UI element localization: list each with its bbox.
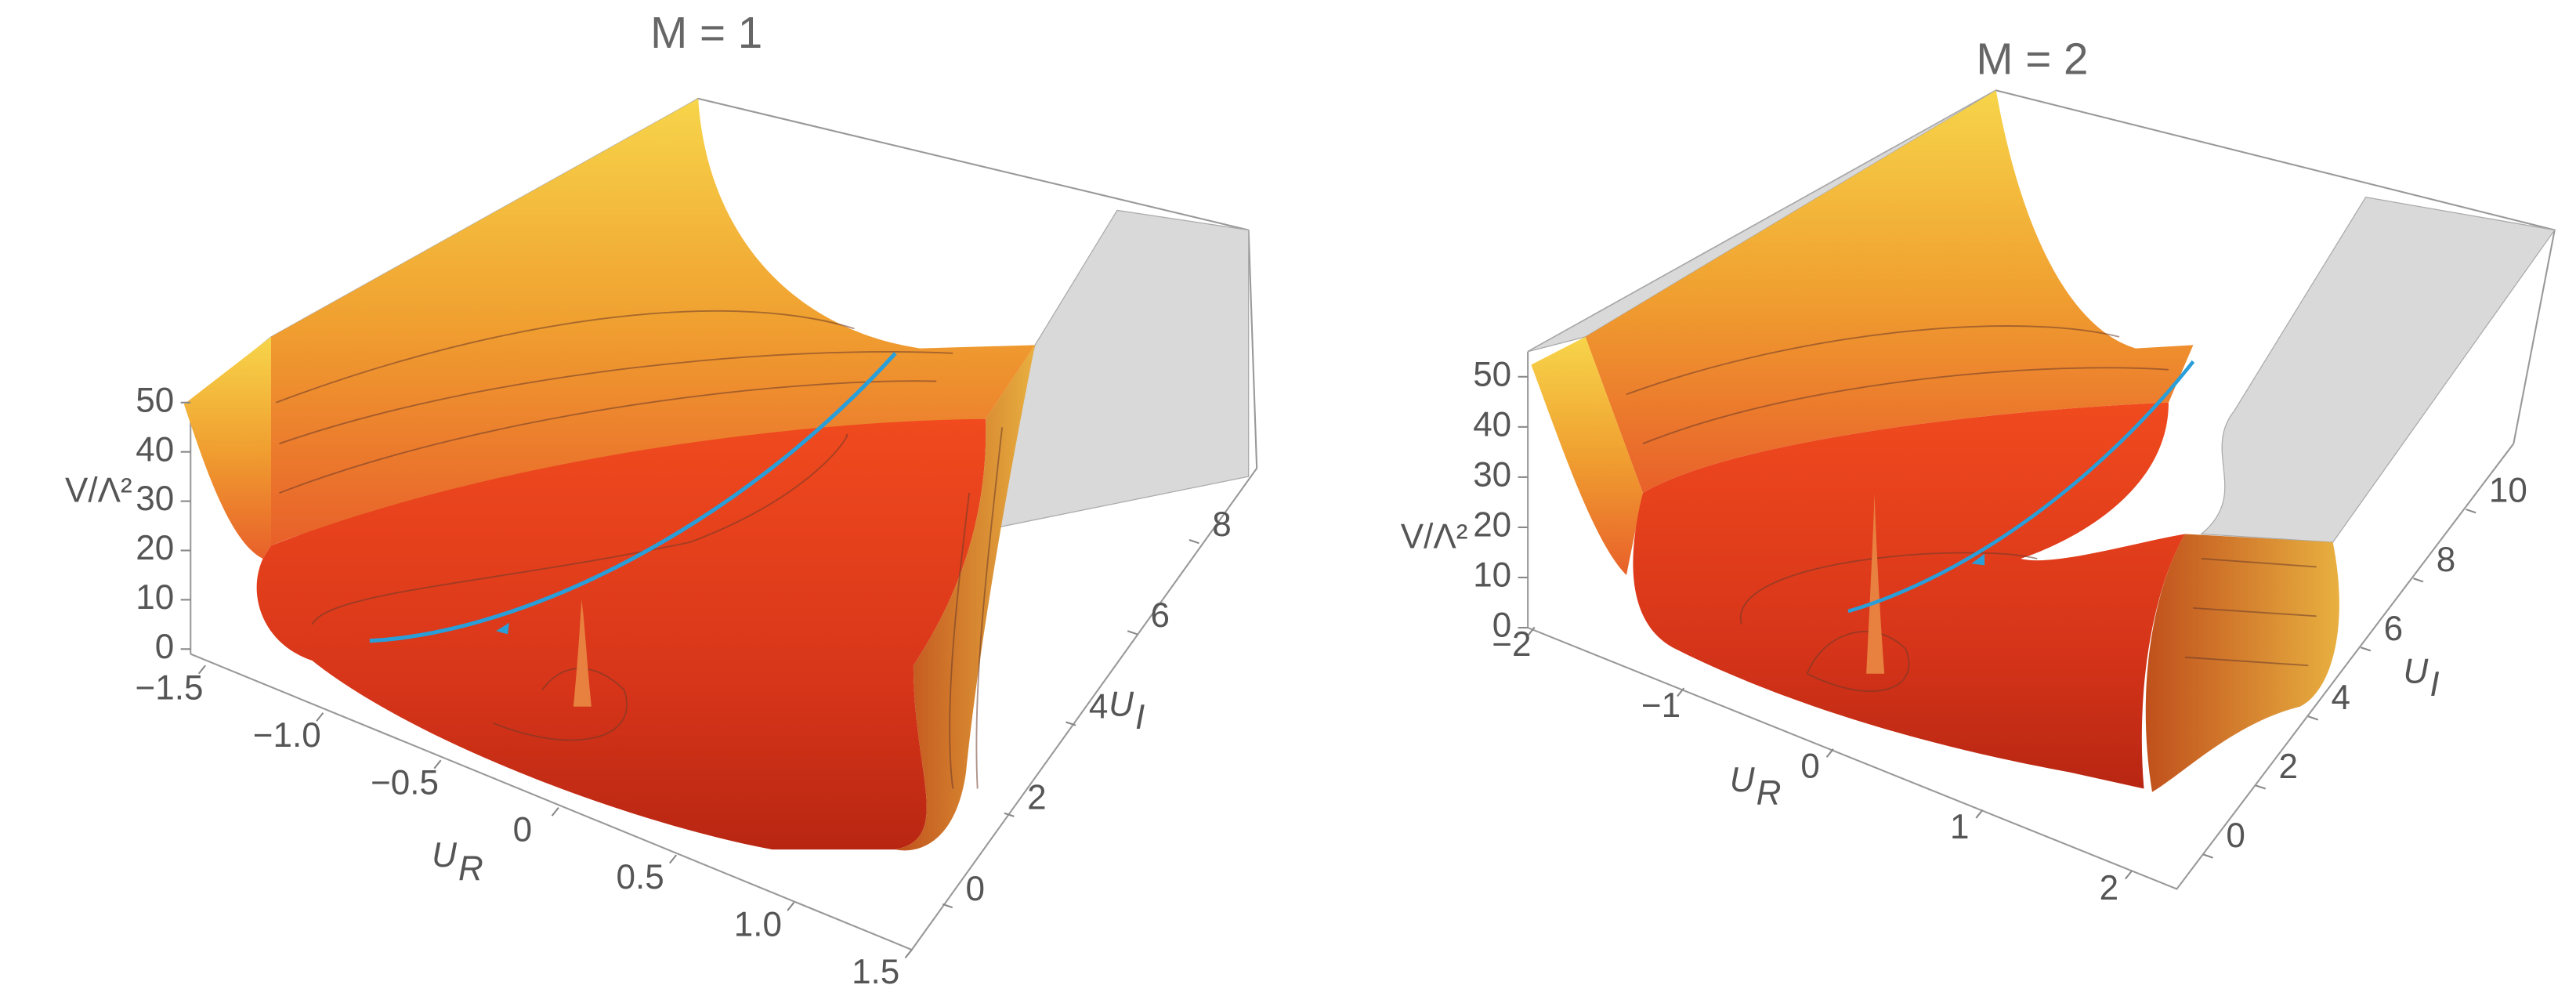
x-tick-mark	[1825, 748, 1834, 758]
z-tick-label: 50	[136, 381, 174, 419]
x-tick-label: −1.0	[253, 716, 321, 755]
y-tick-label: 6	[1151, 596, 1170, 635]
chart-title: M = 2	[1976, 34, 2088, 84]
z-tick-label: 10	[1473, 556, 1511, 595]
z-tick-label: 0	[155, 628, 174, 666]
x-tick-mark	[1527, 626, 1536, 636]
y-tick-mark	[1004, 812, 1015, 817]
z-tick-label: 30	[136, 480, 174, 518]
y-tick-label: 8	[2437, 541, 2455, 579]
x-tick-label: 0	[513, 811, 532, 849]
y-tick-label: 8	[1212, 505, 1231, 544]
z-tick-label: 20	[136, 529, 174, 567]
y-tick-label: 0	[2226, 817, 2245, 855]
y-tick-label: 10	[2489, 472, 2527, 510]
surface	[183, 97, 1258, 951]
y-tick-mark	[2360, 646, 2372, 652]
x-tick-mark	[669, 854, 678, 864]
y-axis-label-subscript: I	[2429, 665, 2439, 704]
z-axis-label: V/Λ²	[1401, 517, 1468, 556]
z-axis-label: V/Λ²	[65, 472, 132, 510]
x-axis-label-subscript: R	[458, 849, 483, 888]
y-tick-mark	[1065, 721, 1076, 726]
y-tick-mark	[1189, 539, 1199, 545]
x-tick-mark	[551, 807, 559, 817]
x-tick-label: −0.5	[371, 763, 439, 802]
x-tick-label: −2	[1492, 625, 1531, 664]
x-tick-label: 1.5	[852, 953, 899, 991]
x-tick-label: 2	[2100, 869, 2118, 907]
z-tick-label: 10	[136, 578, 174, 617]
y-tick-mark	[1127, 630, 1138, 635]
z-tick-label: 0	[1492, 607, 1511, 645]
y-tick-label: 2	[1027, 779, 1046, 817]
y-tick-mark	[942, 903, 953, 909]
x-axis-label: U	[432, 836, 457, 874]
x-tick-mark	[1975, 809, 1984, 819]
y-tick-mark	[2202, 853, 2213, 859]
x-tick-label: −1.5	[136, 668, 204, 707]
x-tick-mark	[1677, 687, 1685, 697]
y-axis-label: U	[1109, 685, 1134, 723]
z-tick-label: 30	[1473, 456, 1511, 494]
x-tick-mark	[2125, 870, 2133, 880]
chart-title: M = 1	[650, 8, 762, 57]
x-tick-mark	[433, 759, 442, 769]
x-tick-label: 0	[1800, 748, 1819, 786]
z-tick-label: 40	[1473, 405, 1511, 444]
z-tick-label: 50	[1473, 355, 1511, 393]
x-tick-mark	[787, 901, 795, 911]
x-axis-label-subscript: R	[1757, 774, 1782, 813]
x-tick-mark	[904, 949, 913, 959]
x-tick-mark	[316, 712, 324, 722]
y-tick-mark	[2466, 509, 2477, 514]
z-tick-label: 20	[1473, 506, 1511, 545]
y-tick-label: 2	[2278, 748, 2297, 786]
surface	[1527, 89, 2556, 890]
y-tick-label: 4	[1089, 687, 1108, 726]
y-tick-label: 4	[2332, 679, 2350, 717]
y-tick-mark	[2413, 578, 2424, 583]
x-tick-label: 0.5	[617, 858, 664, 896]
x-axis-label: U	[1730, 761, 1755, 799]
y-tick-mark	[2307, 715, 2319, 721]
x-tick-mark	[197, 664, 206, 675]
z-tick-label: 40	[136, 430, 174, 469]
y-tick-mark	[2255, 784, 2267, 790]
y-tick-label: 6	[2384, 610, 2403, 648]
y-axis-label-subscript: I	[1135, 698, 1145, 737]
x-tick-label: −1	[1641, 686, 1681, 725]
y-axis-label: U	[2403, 652, 2428, 690]
y-tick-label: 0	[966, 870, 985, 908]
x-tick-label: 1.0	[734, 906, 782, 944]
x-tick-label: 1	[1950, 808, 1969, 846]
